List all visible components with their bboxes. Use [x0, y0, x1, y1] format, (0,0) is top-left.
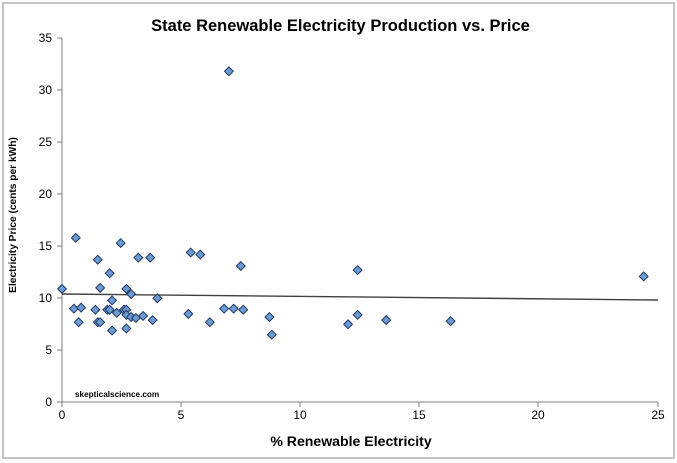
svg-text:20: 20	[39, 187, 53, 201]
svg-text:25: 25	[39, 135, 53, 149]
svg-text:35: 35	[39, 31, 53, 45]
svg-text:30: 30	[39, 83, 53, 97]
svg-text:skepticalscience.com: skepticalscience.com	[75, 390, 159, 399]
svg-text:15: 15	[412, 408, 426, 422]
svg-text:0: 0	[59, 408, 66, 422]
svg-text:5: 5	[178, 408, 185, 422]
svg-text:Electricity Price (cents per k: Electricity Price (cents per kWh)	[8, 137, 19, 293]
svg-text:5: 5	[45, 343, 52, 357]
svg-text:10: 10	[39, 291, 53, 305]
svg-text:15: 15	[39, 239, 53, 253]
svg-text:20: 20	[531, 408, 545, 422]
svg-text:25: 25	[651, 408, 665, 422]
svg-text:10: 10	[293, 408, 307, 422]
svg-text:% Renewable Electricity: % Renewable Electricity	[270, 433, 432, 449]
svg-text:0: 0	[45, 395, 52, 409]
